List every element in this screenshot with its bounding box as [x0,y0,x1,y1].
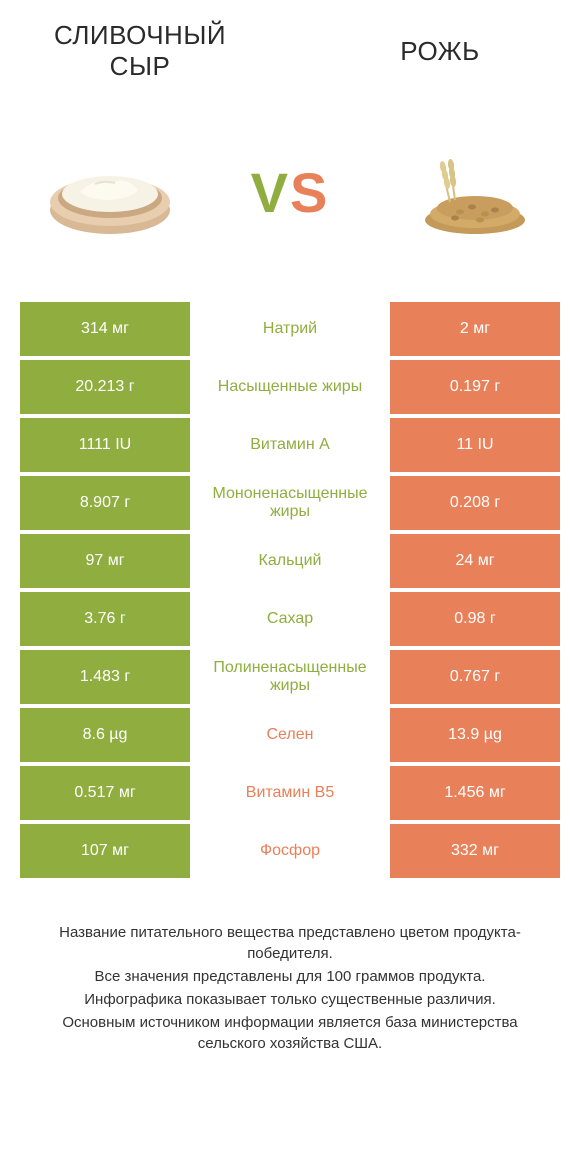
cell-nutrient: Фосфор [190,824,390,878]
table-row: 107 мгФосфор332 мг [20,824,560,878]
cell-left: 3.76 г [20,592,190,646]
comparison-table: 314 мгНатрий2 мг20.213 гНасыщенные жиры0… [20,302,560,878]
vs-letter-s: S [290,161,329,224]
cell-nutrient: Витамин A [190,418,390,472]
footer-line-2: Все значения представлены для 100 граммо… [30,966,550,987]
footer-line-4: Основным источником информации является … [30,1012,550,1054]
footer-line-1: Название питательного вещества представл… [30,922,550,964]
cell-nutrient: Кальций [190,534,390,588]
rye-image [400,122,540,262]
table-row: 3.76 гСахар0.98 г [20,592,560,646]
cell-left: 8.6 µg [20,708,190,762]
footer-notes: Название питательного вещества представл… [0,882,580,1076]
cell-right: 0.767 г [390,650,560,704]
cell-nutrient: Селен [190,708,390,762]
cell-nutrient: Полиненасыщенные жиры [190,650,390,704]
cell-left: 1.483 г [20,650,190,704]
cell-right: 2 мг [390,302,560,356]
cell-right: 24 мг [390,534,560,588]
cell-right: 0.98 г [390,592,560,646]
cell-right: 13.9 µg [390,708,560,762]
cell-right: 0.197 г [390,360,560,414]
table-row: 314 мгНатрий2 мг [20,302,560,356]
product-title-left: СЛИВОЧНЫЙ СЫР [40,20,240,82]
vs-label: VS [251,160,330,225]
table-row: 97 мгКальций24 мг [20,534,560,588]
cell-left: 107 мг [20,824,190,878]
cell-left: 8.907 г [20,476,190,530]
footer-line-3: Инфографика показывает только существенн… [30,989,550,1010]
cell-left: 0.517 мг [20,766,190,820]
table-row: 8.6 µgСелен13.9 µg [20,708,560,762]
cell-right: 11 IU [390,418,560,472]
cell-right: 332 мг [390,824,560,878]
cell-right: 1.456 мг [390,766,560,820]
cell-left: 1111 IU [20,418,190,472]
product-title-right: РОЖЬ [340,36,540,67]
table-row: 1.483 гПолиненасыщенные жиры0.767 г [20,650,560,704]
table-row: 20.213 гНасыщенные жиры0.197 г [20,360,560,414]
cell-left: 314 мг [20,302,190,356]
cell-nutrient: Витамин B5 [190,766,390,820]
cream-cheese-image [40,122,180,262]
table-row: 0.517 мгВитамин B51.456 мг [20,766,560,820]
cell-left: 20.213 г [20,360,190,414]
cell-nutrient: Мононенасыщенные жиры [190,476,390,530]
vs-letter-v: V [251,161,290,224]
table-row: 1111 IUВитамин A11 IU [20,418,560,472]
cell-nutrient: Насыщенные жиры [190,360,390,414]
cell-nutrient: Натрий [190,302,390,356]
cell-nutrient: Сахар [190,592,390,646]
table-row: 8.907 гМононенасыщенные жиры0.208 г [20,476,560,530]
images-row: VS [0,92,580,302]
cell-right: 0.208 г [390,476,560,530]
cell-left: 97 мг [20,534,190,588]
header: СЛИВОЧНЫЙ СЫР РОЖЬ [0,0,580,92]
